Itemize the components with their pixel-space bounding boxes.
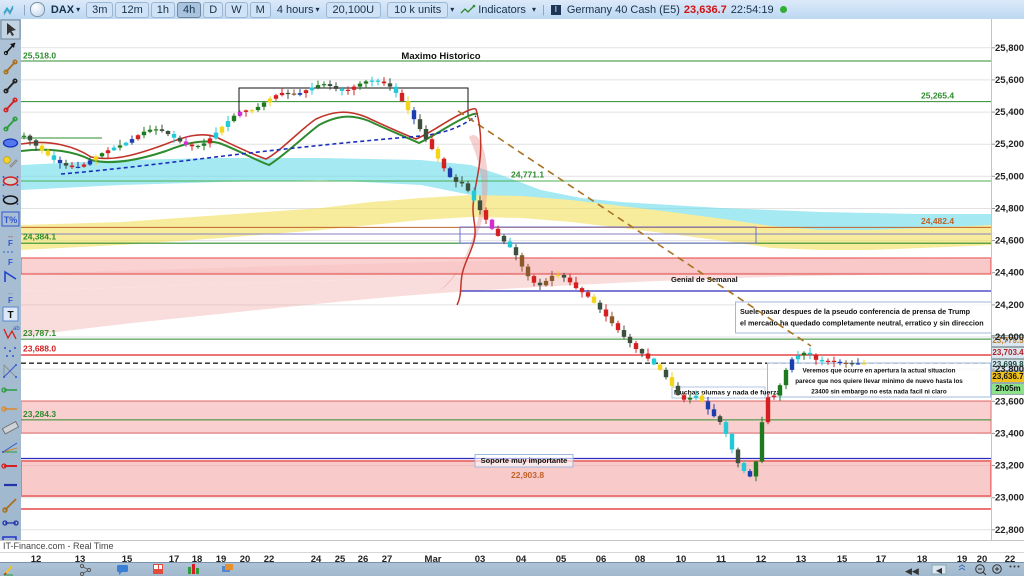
- svg-text:22,903.8: 22,903.8: [511, 470, 544, 480]
- svg-text:23,688.0: 23,688.0: [23, 344, 56, 354]
- svg-text:◀: ◀: [936, 566, 943, 575]
- svg-text:F: F: [8, 296, 13, 305]
- svg-text:24,600: 24,600: [995, 236, 1024, 247]
- svg-text:24,400: 24,400: [995, 268, 1024, 279]
- svg-text:23,200: 23,200: [995, 461, 1024, 472]
- svg-text:23,600: 23,600: [995, 396, 1024, 407]
- svg-text:23,787.1: 23,787.1: [23, 328, 56, 338]
- svg-text:24,800: 24,800: [995, 204, 1024, 215]
- svg-text:23,000: 23,000: [995, 493, 1024, 504]
- svg-text:Soporte muy importante: Soporte muy importante: [481, 456, 568, 465]
- svg-text:22,800: 22,800: [995, 525, 1024, 536]
- svg-text:F: F: [8, 258, 13, 267]
- svg-text:parece que nos quiere llevar m: parece que nos quiere llevar minimo de n…: [795, 378, 963, 385]
- svg-text:T: T: [7, 310, 13, 321]
- svg-text:F: F: [8, 239, 13, 248]
- svg-text:23400 sin embargo no esta nada: 23400 sin embargo no esta nada facil ni …: [811, 389, 947, 396]
- svg-text:Maximo Historico: Maximo Historico: [401, 51, 480, 62]
- svg-text:Veremos que ocurre en apertura: Veremos que ocurre en apertura la actual…: [803, 368, 956, 375]
- svg-text:◀◀: ◀◀: [905, 566, 919, 576]
- svg-text:ab: ab: [13, 326, 20, 332]
- svg-text:24,482.4: 24,482.4: [921, 216, 954, 226]
- svg-text:25,518.0: 25,518.0: [23, 51, 56, 61]
- svg-text:23,284.3: 23,284.3: [23, 409, 56, 419]
- svg-text:el mercado ha quedado completa: el mercado ha quedado completamente neut…: [740, 319, 984, 328]
- svg-text:25,265.4: 25,265.4: [921, 91, 954, 101]
- svg-text:24,000: 24,000: [995, 332, 1024, 343]
- svg-text:25,000: 25,000: [995, 171, 1024, 182]
- svg-text:25,800: 25,800: [995, 43, 1024, 54]
- svg-text:23,400: 23,400: [995, 428, 1024, 439]
- svg-text:T%: T%: [4, 215, 18, 225]
- svg-text:25,400: 25,400: [995, 107, 1024, 118]
- svg-text:Suele pasar despues de la pseu: Suele pasar despues de la pseudo confere…: [740, 307, 971, 316]
- svg-text:24,200: 24,200: [995, 300, 1024, 311]
- svg-text:25,200: 25,200: [995, 139, 1024, 150]
- svg-text:Genial de Semanal: Genial de Semanal: [671, 275, 738, 284]
- svg-text:24,384.1: 24,384.1: [23, 232, 56, 242]
- svg-text:25,600: 25,600: [995, 75, 1024, 86]
- svg-text:24,771.1: 24,771.1: [511, 170, 544, 180]
- svg-text:23,800: 23,800: [995, 364, 1024, 375]
